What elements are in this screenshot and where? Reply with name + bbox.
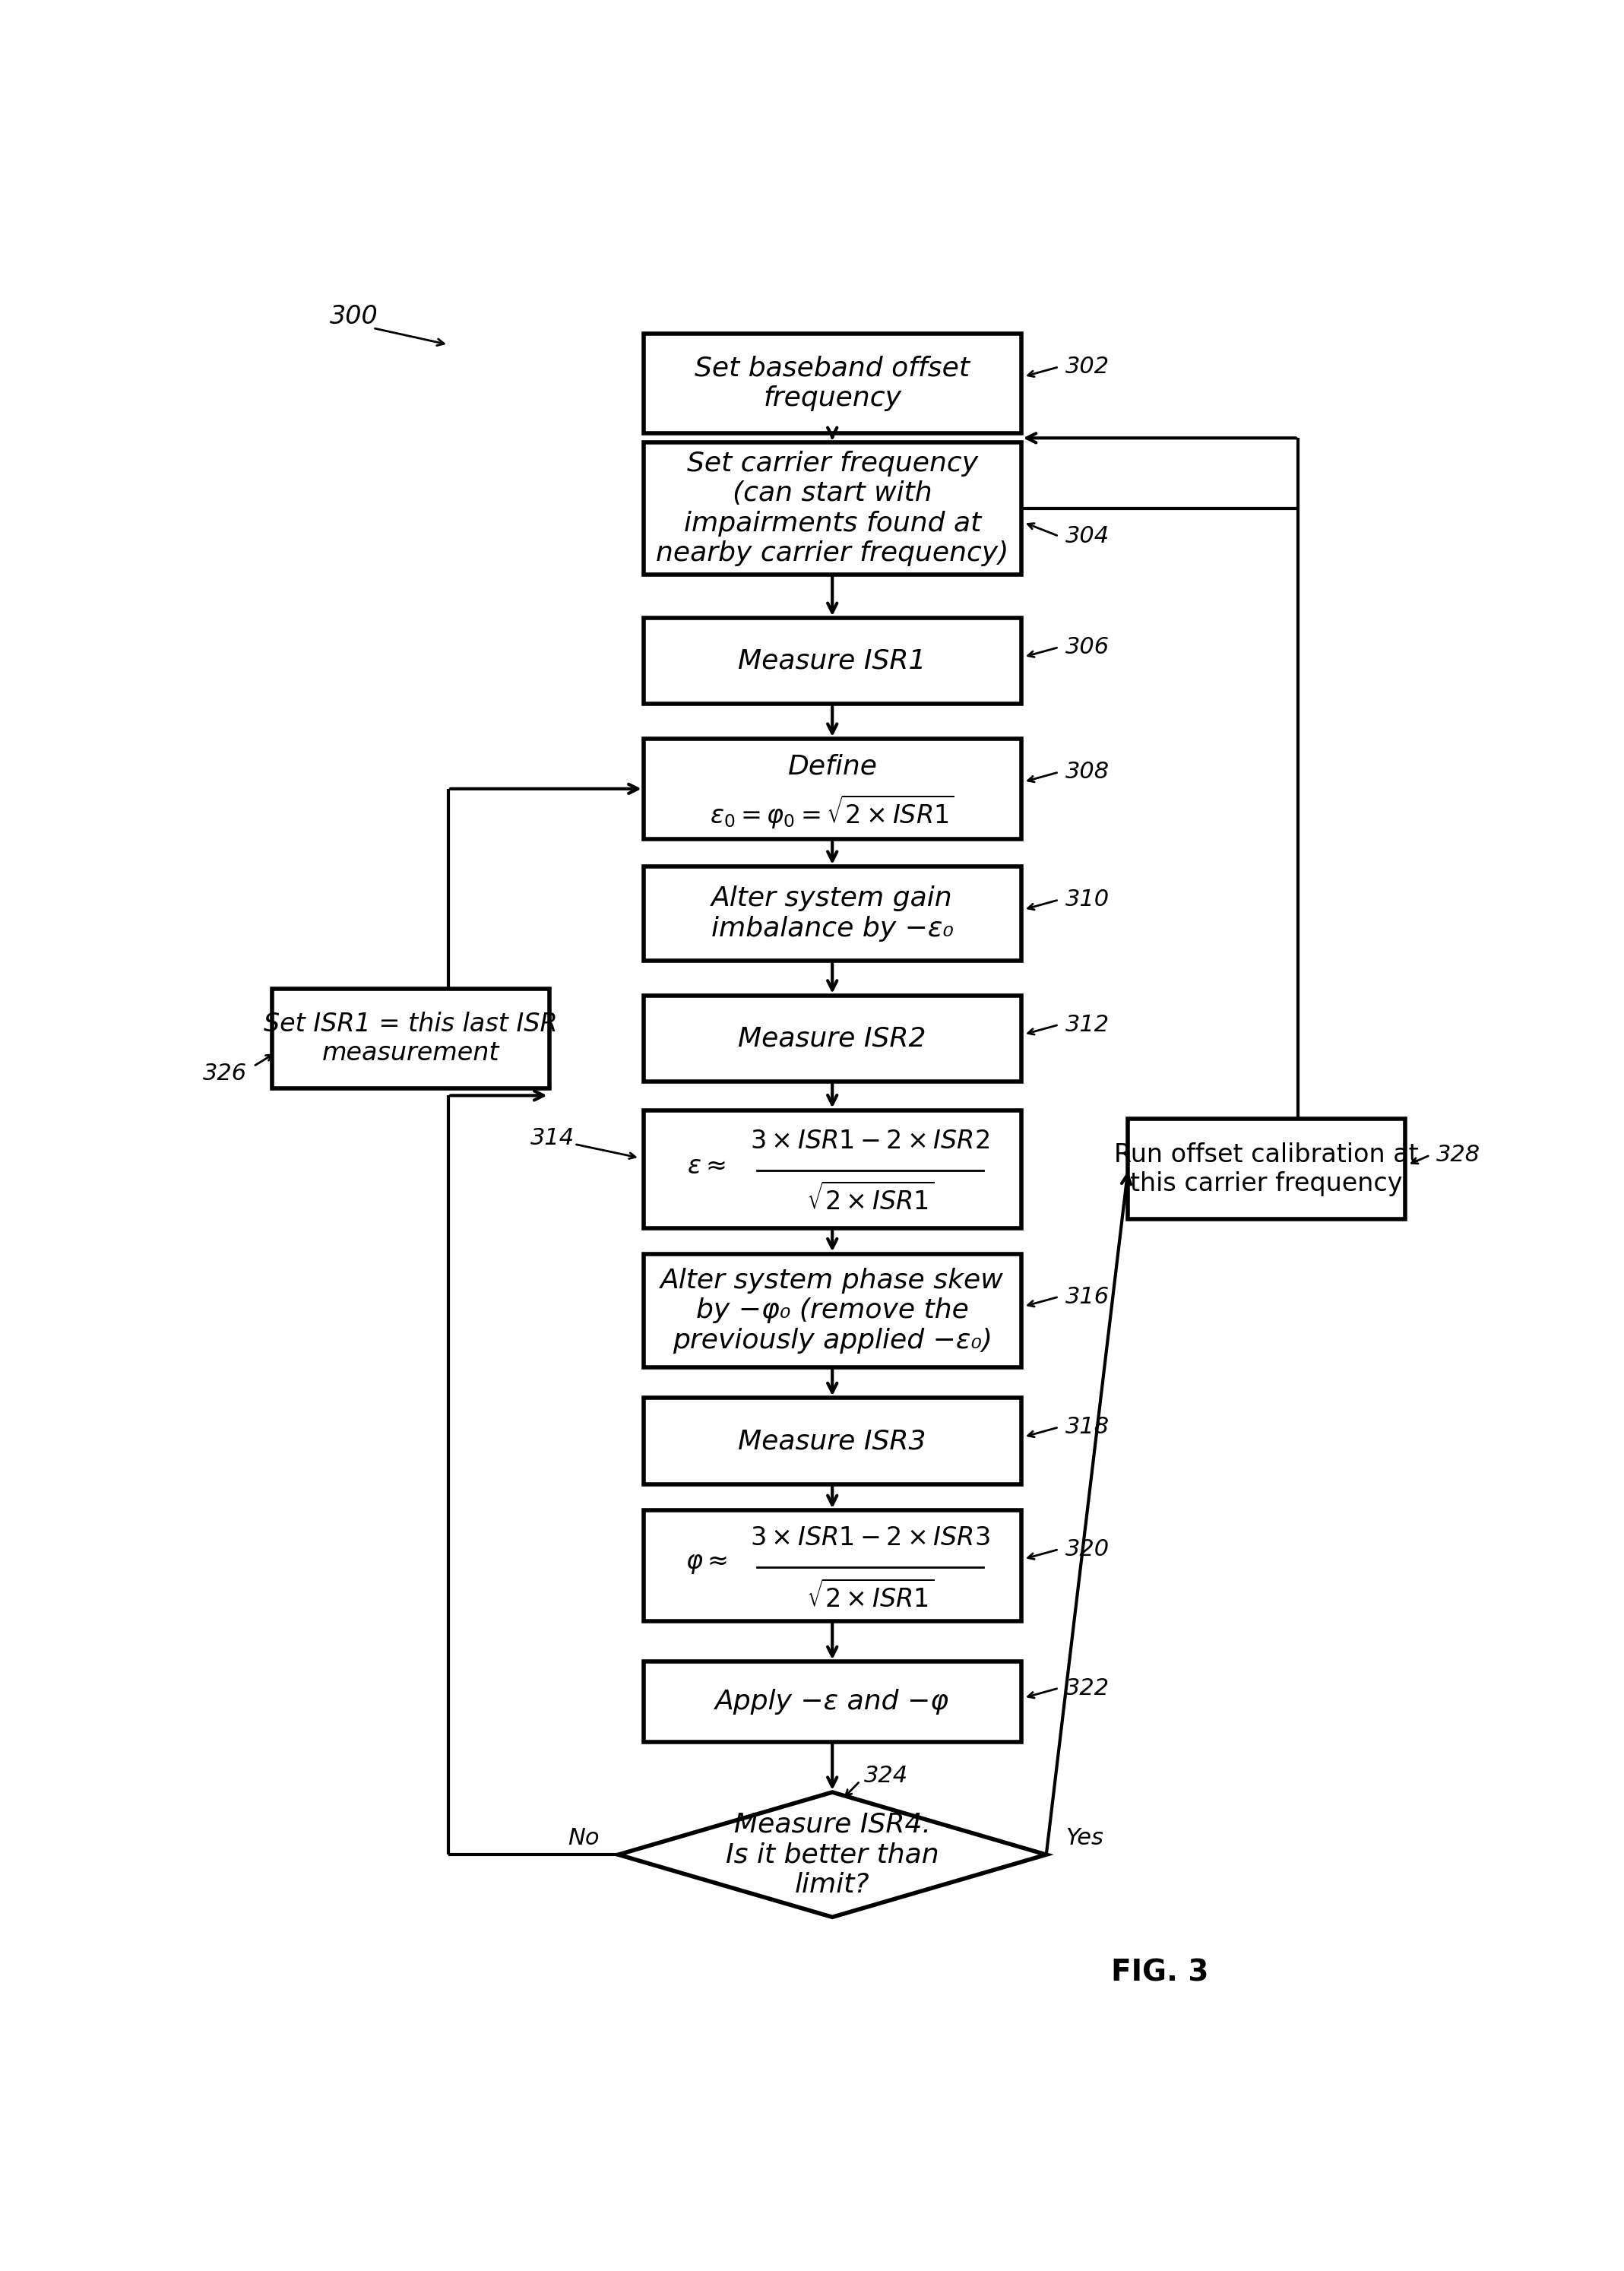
Text: 328: 328 — [1437, 1145, 1481, 1167]
Text: Set baseband offset
frequency: Set baseband offset frequency — [695, 357, 970, 411]
FancyBboxPatch shape — [643, 995, 1021, 1081]
Text: 300: 300 — [330, 304, 378, 329]
Text: $3 \times ISR1 - 2 \times ISR3$: $3 \times ISR1 - 2 \times ISR3$ — [750, 1526, 991, 1551]
Text: 320: 320 — [1065, 1537, 1109, 1560]
Text: $3 \times ISR1 - 2 \times ISR2$: $3 \times ISR1 - 2 \times ISR2$ — [750, 1129, 989, 1154]
FancyBboxPatch shape — [643, 334, 1021, 434]
FancyBboxPatch shape — [643, 868, 1021, 961]
Text: 322: 322 — [1065, 1676, 1109, 1699]
Text: $\varepsilon_0 = \varphi_0 = \sqrt{2 \times ISR1}$: $\varepsilon_0 = \varphi_0 = \sqrt{2 \ti… — [710, 793, 955, 829]
Text: 306: 306 — [1065, 636, 1109, 659]
Text: Measure ISR1: Measure ISR1 — [739, 647, 926, 674]
Text: Yes: Yes — [1065, 1826, 1103, 1849]
Text: Set ISR1 = this last ISR
measurement: Set ISR1 = this last ISR measurement — [263, 1011, 557, 1065]
Text: Run offset calibration at
this carrier frequency: Run offset calibration at this carrier f… — [1114, 1142, 1419, 1197]
Text: $\sqrt{2 \times ISR1}$: $\sqrt{2 \times ISR1}$ — [806, 1581, 934, 1612]
Text: $\varepsilon \approx$: $\varepsilon \approx$ — [687, 1154, 726, 1179]
FancyBboxPatch shape — [643, 1662, 1021, 1742]
Text: 318: 318 — [1065, 1417, 1109, 1438]
FancyBboxPatch shape — [643, 1254, 1021, 1367]
Text: 302: 302 — [1065, 357, 1109, 377]
Text: 304: 304 — [1065, 525, 1109, 547]
Text: 316: 316 — [1065, 1285, 1109, 1308]
Text: 308: 308 — [1065, 761, 1109, 783]
FancyBboxPatch shape — [643, 738, 1021, 838]
Text: Measure ISR4.
Is it better than
limit?: Measure ISR4. Is it better than limit? — [726, 1812, 939, 1899]
FancyBboxPatch shape — [643, 1510, 1021, 1621]
Polygon shape — [619, 1792, 1046, 1917]
FancyBboxPatch shape — [273, 988, 549, 1088]
Text: Apply −ε and −φ: Apply −ε and −φ — [715, 1690, 950, 1715]
Text: $\varphi \approx$: $\varphi \approx$ — [685, 1551, 728, 1576]
Text: 312: 312 — [1065, 1013, 1109, 1036]
Text: Set carrier frequency
(can start with
impairments found at
nearby carrier freque: Set carrier frequency (can start with im… — [656, 450, 1009, 565]
Text: FIG. 3: FIG. 3 — [1111, 1958, 1208, 1987]
Text: 310: 310 — [1065, 888, 1109, 911]
Text: Define: Define — [788, 754, 877, 779]
Text: 326: 326 — [203, 1063, 247, 1083]
Text: Alter system gain
imbalance by −ε₀: Alter system gain imbalance by −ε₀ — [711, 886, 953, 942]
Text: Measure ISR2: Measure ISR2 — [739, 1026, 926, 1051]
FancyBboxPatch shape — [643, 443, 1021, 575]
FancyBboxPatch shape — [1129, 1120, 1405, 1220]
Text: Measure ISR3: Measure ISR3 — [739, 1428, 926, 1453]
Text: 324: 324 — [864, 1765, 908, 1787]
Text: $\sqrt{2 \times ISR1}$: $\sqrt{2 \times ISR1}$ — [806, 1183, 934, 1215]
Text: Alter system phase skew
by −φ₀ (remove the
previously applied −ε₀): Alter system phase skew by −φ₀ (remove t… — [661, 1267, 1004, 1354]
FancyBboxPatch shape — [643, 1111, 1021, 1229]
Text: 314: 314 — [529, 1126, 575, 1149]
Text: No: No — [568, 1826, 599, 1849]
FancyBboxPatch shape — [643, 1399, 1021, 1485]
FancyBboxPatch shape — [643, 618, 1021, 704]
